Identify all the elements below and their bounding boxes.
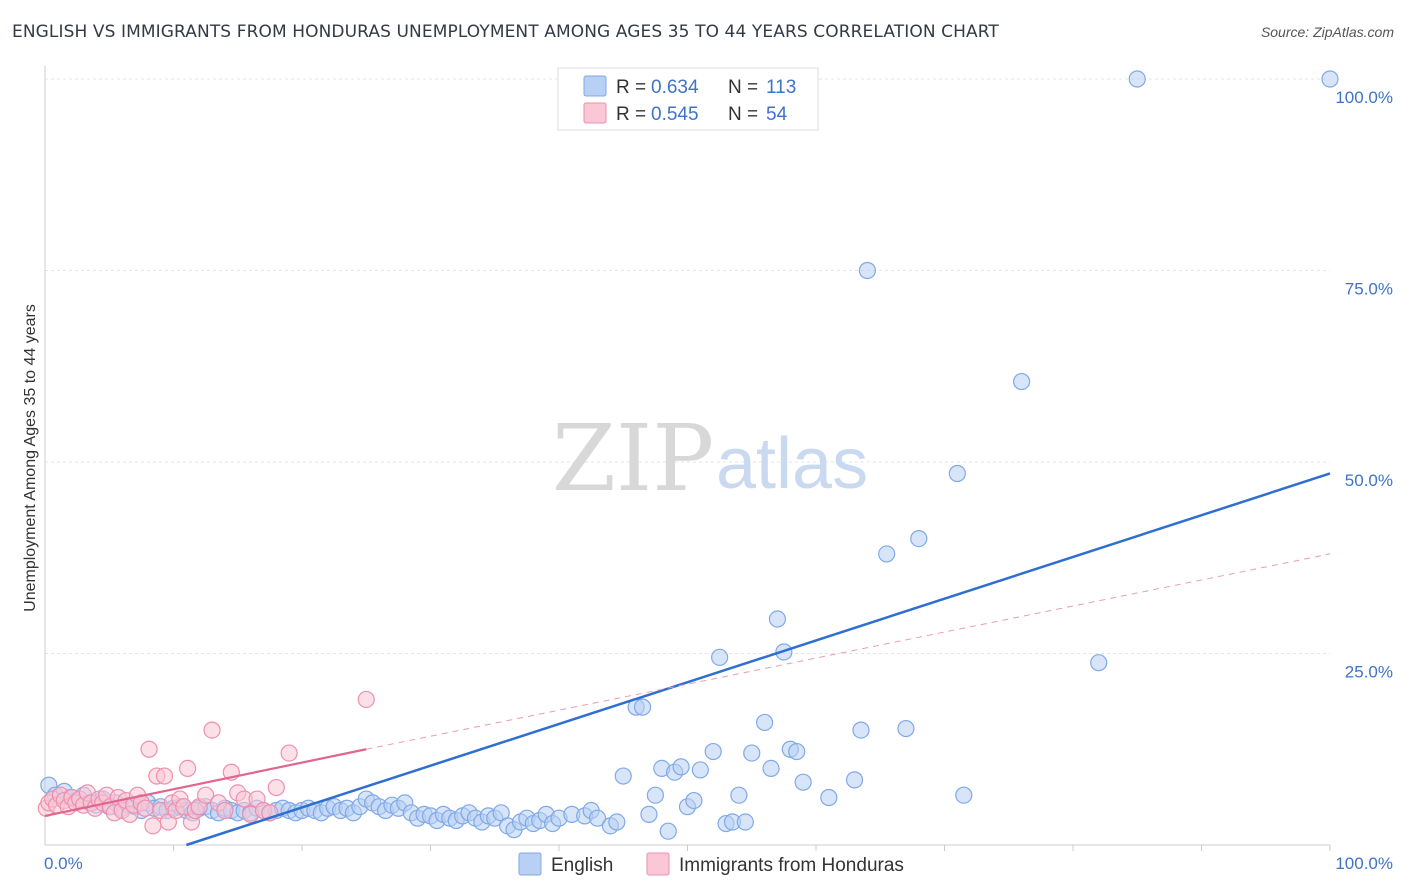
honduras-trend-line [44, 748, 367, 817]
bottom-legend-label-honduras: Immigrants from Honduras [679, 855, 904, 876]
english-point [794, 773, 812, 791]
english-point [768, 610, 787, 628]
x-tick-label-max: 100.0% [1335, 854, 1393, 873]
tick-labels: 25.0% 50.0% 75.0% 100.0% 0.0% 100.0% [44, 88, 1393, 873]
english-point [646, 786, 664, 804]
english-point [788, 742, 806, 761]
english-point [755, 713, 774, 732]
honduras-point [179, 759, 197, 778]
honduras-point [216, 801, 234, 820]
legend-n-value-honduras: 54 [766, 104, 788, 125]
legend-n-value-english: 113 [766, 77, 796, 98]
legend-box: R = 0.634 N = 113 R = 0.545 N = 54 [557, 67, 819, 131]
english-point [691, 761, 709, 779]
english-point [672, 758, 690, 776]
english-point [897, 719, 915, 738]
english-point [955, 786, 973, 804]
y-tick-label: 75.0% [1345, 280, 1393, 299]
legend-swatch-english [583, 75, 607, 97]
english-point [704, 742, 722, 761]
honduras-point [203, 721, 221, 739]
english-point [1321, 70, 1339, 88]
y-tick-label: 25.0% [1345, 663, 1393, 682]
honduras-point [144, 817, 162, 835]
source-attribution: Source: ZipAtlas.com [1260, 24, 1394, 40]
legend-n-label-english: N = [728, 77, 758, 98]
english-point [1128, 70, 1146, 88]
legend-swatch-honduras [583, 102, 607, 124]
x-tick-label-min: 0.0% [44, 854, 83, 873]
series-honduras [37, 690, 375, 835]
english-point [820, 788, 838, 807]
legend-r-value-honduras: 0.545 [651, 104, 699, 125]
english-trend-line [185, 472, 1331, 847]
y-axis-label: Unemployment Among Ages 35 to 44 years [22, 304, 39, 612]
honduras-point [357, 690, 375, 709]
english-point [845, 771, 864, 789]
english-point [948, 464, 966, 483]
honduras-point [140, 740, 158, 758]
bottom-legend-label-english: English [551, 855, 613, 876]
legend-r-label-honduras: R = [616, 104, 646, 125]
english-point [762, 759, 780, 778]
english-point [852, 721, 870, 739]
english-point [614, 767, 632, 785]
english-point [608, 813, 626, 831]
y-tick-label: 50.0% [1345, 471, 1393, 490]
watermark-zip: ZIP [552, 405, 714, 512]
english-point [640, 805, 658, 823]
bottom-legend-swatch-english [518, 852, 542, 876]
english-point [878, 545, 896, 563]
honduras-point [280, 744, 298, 762]
english-point [711, 648, 729, 666]
chart-title: ENGLISH VS IMMIGRANTS FROM HONDURAS UNEM… [12, 22, 999, 42]
bottom-legend: English Immigrants from Honduras [518, 852, 904, 876]
legend-r-value-english: 0.634 [651, 77, 699, 98]
english-point [1090, 654, 1108, 672]
english-point [743, 744, 761, 762]
english-point [588, 809, 607, 827]
english-point [736, 813, 754, 831]
y-tick-label: 100.0% [1335, 88, 1393, 107]
axes [44, 66, 1330, 846]
honduras-point [267, 778, 285, 797]
honduras-point [136, 799, 154, 817]
legend-n-label-honduras: N = [728, 104, 758, 125]
english-point [730, 786, 748, 804]
trend-layer [44, 472, 1331, 847]
english-point [1012, 372, 1031, 391]
watermark-atlas: atlas [716, 424, 868, 504]
bottom-legend-swatch-honduras [646, 852, 670, 876]
series-layer [37, 70, 1339, 840]
english-point [659, 822, 677, 840]
honduras-point [155, 767, 174, 785]
english-point [685, 791, 703, 810]
watermark: ZIP atlas [552, 405, 868, 512]
english-point [910, 529, 928, 548]
english-point [858, 261, 877, 280]
honduras-trend-extension [366, 553, 1331, 750]
honduras-point [197, 786, 215, 804]
legend-r-label-english: R = [616, 77, 646, 98]
english-point [633, 698, 652, 716]
